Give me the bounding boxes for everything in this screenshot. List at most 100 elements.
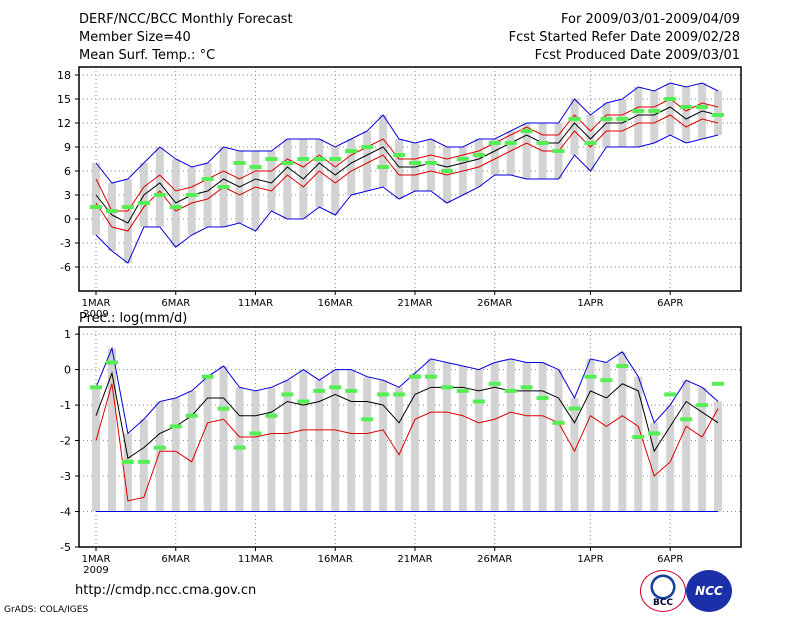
prec-mean-marker [409, 374, 421, 379]
ncc-logo: NCC [686, 570, 732, 612]
prec-spread-bar [331, 369, 340, 512]
prec-mean-marker [297, 399, 310, 404]
prec-spread-bar [602, 362, 611, 512]
temp-spread-bar [474, 139, 483, 187]
prec-spread-bar [203, 376, 212, 512]
temp-median-line [95, 106, 719, 224]
temp-xtick-label: 11MAR [238, 298, 273, 309]
temp-max-line [95, 82, 719, 184]
temp-ytick-label: 18 [57, 69, 71, 82]
prec-spread-bar [267, 387, 276, 512]
prec-ytick-label: 0 [64, 364, 71, 377]
prec-mean-marker [472, 399, 485, 404]
prec-spread-bar [666, 405, 675, 512]
temp-xtick-label: 21MAR [397, 298, 432, 309]
source-url[interactable]: http://cmdp.ncc.cma.gov.cn [75, 583, 257, 598]
prec-mean-marker [105, 360, 118, 365]
temp-upper-quartile-line [95, 98, 719, 212]
temp-spread-bar [570, 99, 579, 155]
prec-mean-marker [440, 385, 453, 390]
temp-spread-bar [395, 139, 404, 199]
prec-spread-bar [315, 380, 324, 512]
prec-mean-marker [313, 388, 326, 393]
prec-mean-marker [504, 388, 517, 393]
temp-spread-bar [267, 151, 276, 211]
temp-plot-frame [78, 66, 742, 292]
prec-spread-bar [634, 376, 643, 512]
temp-mean-marker [201, 177, 214, 181]
temp-lower-quartile-line [95, 114, 719, 232]
temp-spread-bar [506, 131, 515, 175]
prec-ytick-label: -2 [60, 435, 71, 448]
prec-xtick-label: 6MAR [161, 554, 190, 565]
ncc-logo-text: NCC [695, 584, 723, 598]
temp-mean-marker [265, 157, 278, 161]
prec-mean-marker [153, 445, 166, 450]
prec-mean-marker [169, 424, 182, 429]
prec-mean-marker [488, 381, 501, 386]
prec-mean-marker [281, 392, 294, 397]
prec-mean-marker [329, 385, 342, 390]
bcc-logo-text: BCC [652, 598, 674, 608]
temp-mean-marker [504, 141, 517, 145]
temp-ytick-label: -6 [60, 261, 71, 274]
temp-spread-bar [634, 87, 643, 147]
forecast-period-label: For 2009/03/01-2009/04/09 [561, 12, 740, 27]
prec-mean-marker [584, 374, 597, 379]
prec-spread-bar [618, 351, 627, 512]
prec-xtick-label: 1MAR [82, 554, 111, 565]
temp-xtick-label: 6MAR [161, 298, 190, 309]
refer-date-label: Fcst Started Refer Date 2009/02/28 [508, 30, 740, 45]
temp-ytick-label: 15 [57, 93, 71, 106]
prec-ytick-label: 1 [64, 328, 71, 341]
prec-mean-marker [361, 417, 374, 422]
temp-spread-bar [315, 139, 324, 207]
temp-min-line [95, 134, 719, 264]
temp-mean-marker [440, 169, 453, 173]
prec-spread-bar [347, 369, 356, 512]
temp-mean-marker [377, 165, 390, 169]
prec-spread-bar [458, 366, 467, 512]
temp-xtick-label: 1APR [577, 298, 603, 309]
prec-mean-marker [424, 374, 437, 379]
temp-spread-bar [92, 163, 100, 235]
temp-mean-marker [632, 109, 645, 113]
temp-mean-marker [137, 201, 150, 205]
prec-spread-bar [682, 380, 691, 512]
temp-ytick-label: 6 [64, 165, 71, 178]
prec-spread-bar [395, 387, 404, 512]
prec-xtick-label: 1APR [577, 554, 603, 565]
temp-mean-marker [488, 141, 501, 145]
prec-spread-bar [155, 401, 164, 512]
temp-spread-bar [522, 123, 531, 179]
prec-spread-bar [363, 376, 372, 512]
temp-mean-marker [648, 109, 661, 113]
temp-spread-bar [379, 115, 388, 187]
prec-mean-marker [345, 388, 358, 393]
prec-spread-bar [123, 433, 132, 512]
temp-spread-bar [107, 183, 116, 251]
chart-title: DERF/NCC/BCC Monthly Forecast [79, 12, 293, 27]
prec-spread-bar [107, 348, 116, 512]
temp-spread-bar [251, 151, 260, 231]
prec-plot-frame [78, 326, 742, 548]
temp-spread-bar [682, 87, 691, 143]
temp-xtick-label: 6APR [657, 298, 683, 309]
temp-mean-marker [409, 161, 421, 165]
temp-mean-marker [552, 149, 565, 153]
prec-median-line [95, 371, 719, 460]
prec-mean-marker [137, 459, 150, 464]
prec-mean-marker [600, 378, 613, 383]
prec-spread-bar [411, 373, 419, 512]
temp-spread-bar [602, 103, 611, 147]
prec-mean-marker [233, 445, 246, 450]
temp-spread-bar [363, 131, 372, 191]
temp-spread-bar [331, 147, 340, 215]
temp-mean-marker [153, 193, 166, 197]
temperature-panel-label: Mean Surf. Temp.: °C [79, 48, 216, 63]
produced-date-label: Fcst Produced Date 2009/03/01 [534, 48, 740, 63]
prec-mean-marker [696, 403, 709, 408]
prec-spread-bar [538, 362, 547, 512]
prec-mean-marker [249, 431, 262, 436]
